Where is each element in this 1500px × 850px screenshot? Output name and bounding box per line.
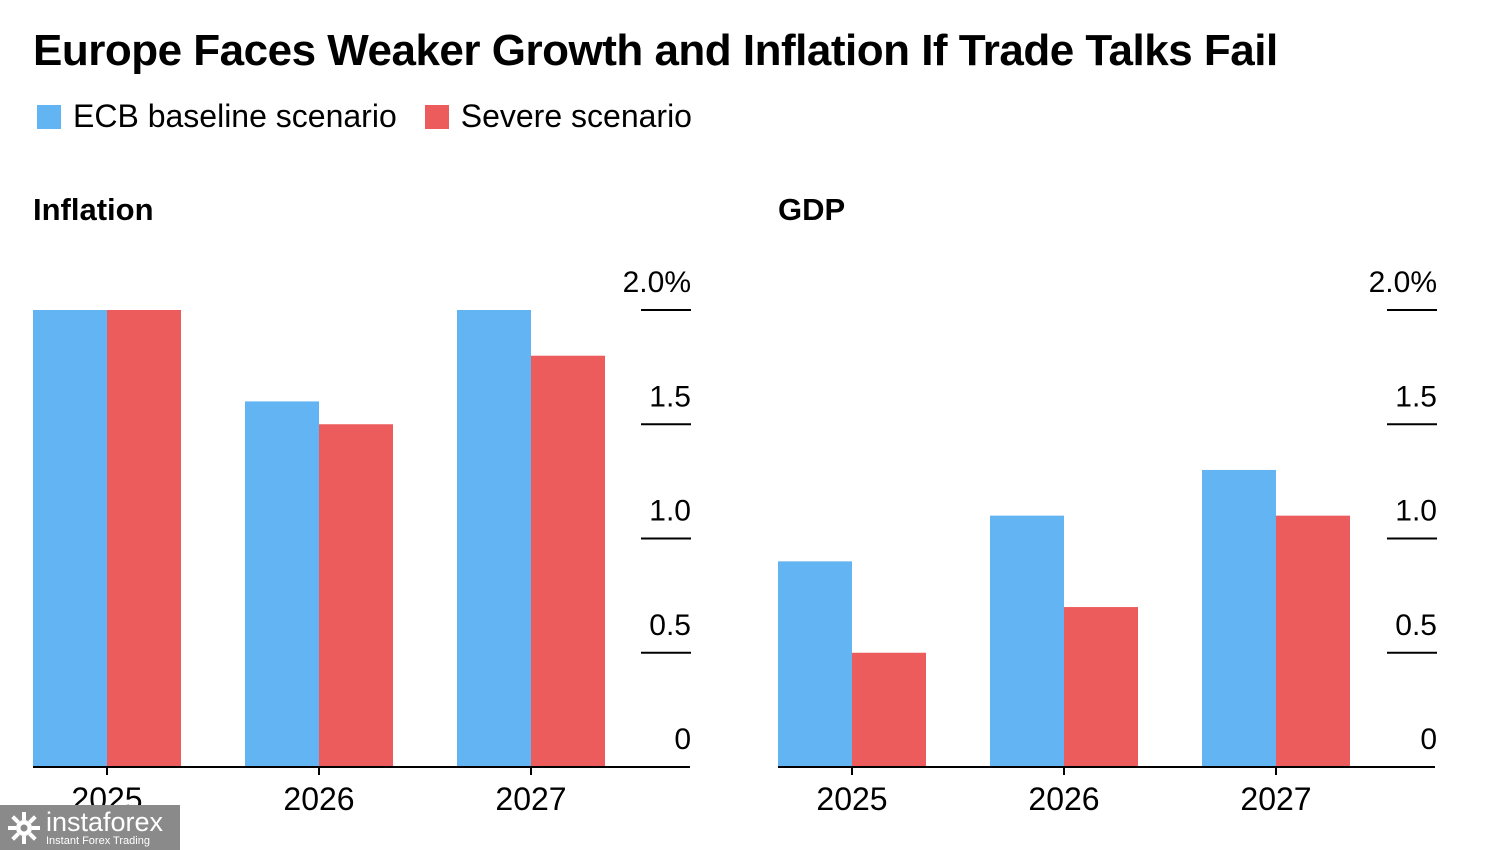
watermark: instaforex Instant Forex Trading [0, 805, 180, 850]
y-tick-label: 2.0% [1369, 266, 1437, 299]
legend-item-baseline: ECB baseline scenario [37, 98, 397, 135]
bar-severe-2027 [1276, 515, 1350, 767]
y-tick-label: 1.0 [649, 495, 691, 528]
bar-baseline-2027 [457, 310, 531, 767]
bar-severe-2027 [531, 355, 605, 767]
y-tick-label: 1.5 [1395, 380, 1437, 413]
x-tick-label-2025: 2025 [816, 781, 887, 817]
y-tick-label: 0.5 [649, 609, 691, 642]
y-tick-label: 1.5 [649, 380, 691, 413]
bar-baseline-2025 [33, 310, 107, 767]
y-tick-label: 2.0% [623, 266, 691, 299]
bar-baseline-2026 [990, 515, 1064, 767]
legend-swatch-baseline [37, 104, 61, 129]
gdp-panel-title: GDP [778, 192, 846, 227]
x-tick-label-2027: 2027 [1240, 781, 1311, 817]
bar-severe-2025 [852, 652, 926, 767]
y-tick-label: 0 [674, 723, 691, 756]
y-tick-label: 0.5 [1395, 609, 1437, 642]
instaforex-logo-icon [8, 811, 40, 844]
y-tick-label: 0 [1420, 723, 1437, 756]
bar-baseline-2027 [1202, 469, 1276, 767]
x-tick-label-2026: 2026 [283, 781, 354, 817]
bar-severe-2026 [319, 424, 393, 767]
bar-baseline-2026 [245, 401, 319, 767]
y-tick-label: 1.0 [1395, 495, 1437, 528]
bar-baseline-2025 [778, 561, 852, 767]
bar-severe-2026 [1064, 607, 1138, 767]
chart-title: Europe Faces Weaker Growth and Inflation… [33, 26, 1278, 75]
watermark-tagline: Instant Forex Trading [46, 834, 150, 847]
bar-severe-2025 [107, 310, 181, 767]
legend-item-severe: Severe scenario [424, 98, 692, 135]
inflation-panel-title: Inflation [33, 192, 154, 227]
legend-swatch-severe [424, 104, 449, 129]
legend-label-severe: Severe scenario [460, 98, 692, 134]
inflation-chart: 00.51.01.52.0%2025 2026 2027 [33, 266, 691, 817]
x-tick-label-2027: 2027 [495, 781, 566, 817]
legend: ECB baseline scenario Severe scenario [37, 98, 720, 135]
watermark-brand: instaforex [46, 806, 164, 837]
legend-label-baseline: ECB baseline scenario [73, 98, 397, 134]
x-tick-label-2026: 2026 [1028, 781, 1099, 817]
gdp-chart: 0 0.5 1.0 1.5 2.0% 2025 2026 2027 [778, 266, 1437, 817]
